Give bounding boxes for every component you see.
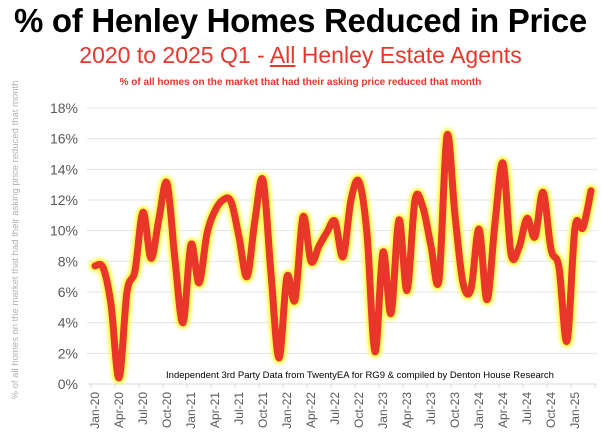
x-tick-label: Apr-24 bbox=[496, 392, 510, 428]
x-tick-label: Jul-23 bbox=[424, 392, 438, 425]
subtitle-underlined: All bbox=[269, 42, 296, 68]
x-tick-label: Oct-22 bbox=[352, 392, 366, 428]
y-tick-label: 0% bbox=[58, 376, 78, 392]
x-tick-label: Jul-24 bbox=[520, 392, 534, 425]
x-tick-label: Apr-23 bbox=[400, 392, 414, 428]
data-source-annotation: Independent 3rd Party Data from TwentyEA… bbox=[166, 370, 554, 381]
x-tick-label: Jan-23 bbox=[376, 392, 390, 429]
y-tick-label: 10% bbox=[50, 223, 78, 239]
x-tick-label: Apr-20 bbox=[112, 392, 126, 428]
x-tick-label: Oct-20 bbox=[160, 392, 174, 428]
x-tick-label: Jan-24 bbox=[472, 392, 486, 429]
x-tick-label: Jul-20 bbox=[136, 392, 150, 425]
subtitle-suffix: Henley Estate Agents bbox=[295, 42, 522, 68]
x-tick-label: Oct-23 bbox=[448, 392, 462, 428]
x-tick-label: Apr-22 bbox=[304, 392, 318, 428]
y-tick-label: 18% bbox=[50, 100, 78, 116]
y-axis-ticks: 0% 2% 4% 6% 8% 10% 12% 14% 16% 18% bbox=[50, 100, 78, 392]
x-tick-label: Jan-22 bbox=[280, 392, 294, 429]
x-tick-label: Jul-22 bbox=[328, 392, 342, 425]
x-axis: Jan-20 Apr-20 Jul-20 Oct-20 Jan-21 Apr-21 Jul-… bbox=[88, 384, 596, 429]
series-group bbox=[88, 127, 598, 385]
y-axis-title: % of all homes on the market that had th… bbox=[10, 81, 21, 400]
chart-title: % of Henley Homes Reduced in Price bbox=[14, 2, 587, 39]
subtitle-prefix: 2020 to 2025 Q1 - bbox=[79, 42, 270, 68]
y-tick-label: 4% bbox=[58, 315, 78, 331]
x-tick-label: Jan-21 bbox=[184, 392, 198, 429]
chart-subtitle: 2020 to 2025 Q1 - All Henley Estate Agen… bbox=[0, 42, 601, 69]
x-tick-label: Oct-24 bbox=[544, 392, 558, 428]
y-tick-label: 14% bbox=[50, 161, 78, 177]
chart-description: % of all homes on the market that had th… bbox=[119, 77, 482, 88]
y-tick-label: 16% bbox=[50, 131, 78, 147]
x-tick-label: Jan-25 bbox=[568, 392, 582, 429]
x-tick-label: Apr-21 bbox=[208, 392, 222, 428]
y-tick-label: 2% bbox=[58, 345, 78, 361]
y-tick-label: 8% bbox=[58, 253, 78, 269]
y-tick-label: 6% bbox=[58, 284, 78, 300]
x-tick-label: Jan-20 bbox=[88, 392, 102, 429]
x-tick-label: Oct-21 bbox=[256, 392, 270, 428]
x-tick-label: Jul-21 bbox=[232, 392, 246, 425]
y-tick-label: 12% bbox=[50, 192, 78, 208]
series-line bbox=[91, 130, 595, 382]
